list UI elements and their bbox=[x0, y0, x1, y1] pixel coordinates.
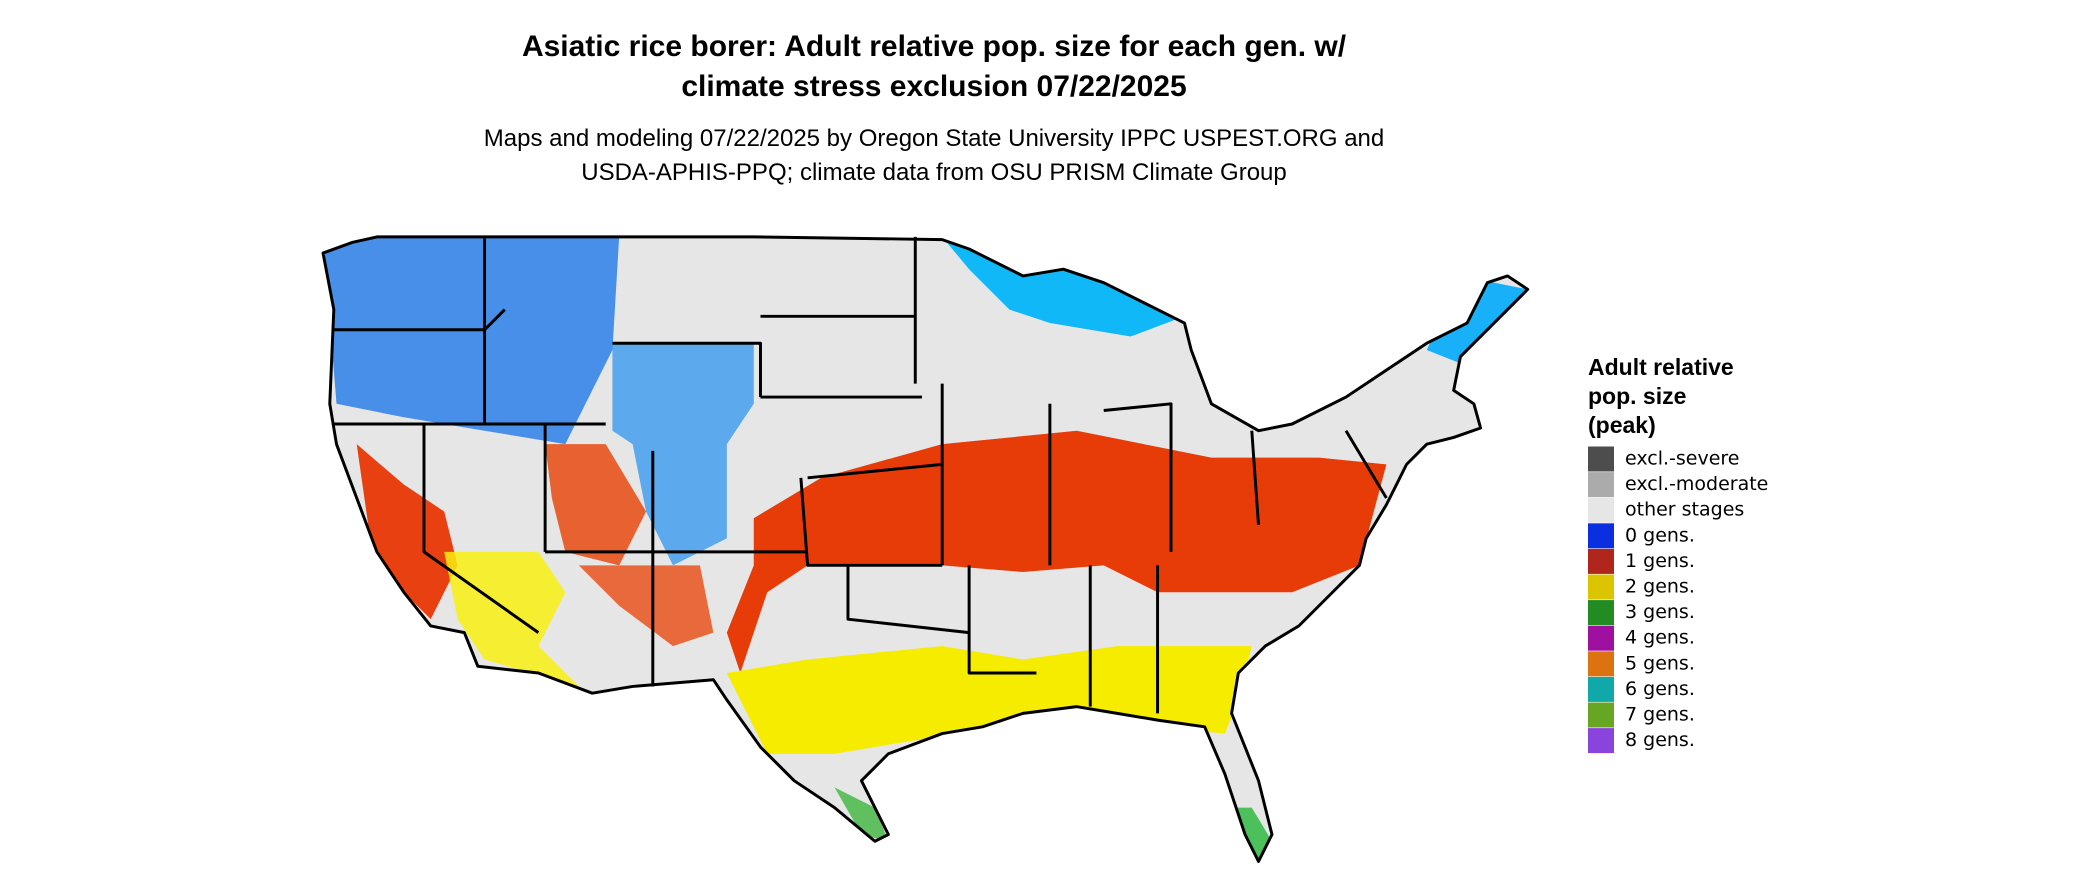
legend-swatch bbox=[1588, 625, 1614, 651]
legend-swatch bbox=[1588, 472, 1614, 498]
legend-label: 7 gens. bbox=[1625, 704, 1695, 726]
subtitle: USDA-APHIS-PPQ; climate data from OSU PR… bbox=[581, 159, 1287, 186]
subtitle: Maps and modeling 07/22/2025 by Oregon S… bbox=[484, 125, 1384, 152]
legend-swatch bbox=[1588, 676, 1614, 702]
legend-label: 2 gens. bbox=[1625, 576, 1695, 598]
legend-swatch bbox=[1588, 523, 1614, 549]
yellow-region bbox=[726, 646, 1252, 754]
legend-swatch bbox=[1588, 574, 1614, 600]
legend-swatch bbox=[1588, 600, 1614, 626]
blue-region bbox=[612, 343, 754, 566]
legend-label: 6 gens. bbox=[1625, 678, 1695, 700]
legend-swatch bbox=[1588, 548, 1614, 574]
legend-swatch bbox=[1588, 651, 1614, 677]
state-lines bbox=[333, 236, 1388, 714]
legend-label: 3 gens. bbox=[1625, 601, 1695, 623]
us-outline bbox=[321, 235, 1530, 863]
legend-label: 0 gens. bbox=[1625, 524, 1695, 546]
red-region bbox=[545, 444, 647, 566]
legend-swatch bbox=[1588, 702, 1614, 728]
legend-label: 8 gens. bbox=[1625, 729, 1695, 751]
blue-region bbox=[1426, 275, 1528, 364]
legend-label: excl.-moderate bbox=[1625, 473, 1768, 495]
legend-label: 1 gens. bbox=[1625, 550, 1695, 572]
legend-title: (peak) bbox=[1588, 412, 1656, 438]
green-region bbox=[834, 787, 889, 842]
legend-label: other stages bbox=[1625, 499, 1744, 521]
legend-label: 4 gens. bbox=[1625, 627, 1695, 649]
legend-label: excl.-severe bbox=[1625, 448, 1740, 470]
legend-label: 5 gens. bbox=[1625, 652, 1695, 674]
legend-swatch bbox=[1588, 497, 1614, 523]
legend-title: pop. size bbox=[1588, 383, 1686, 409]
red-region bbox=[356, 444, 458, 620]
red-region bbox=[726, 430, 1387, 673]
title: climate stress exclusion 07/22/2025 bbox=[681, 70, 1186, 103]
legend-title: Adult relative bbox=[1588, 354, 1734, 380]
legend-swatch bbox=[1588, 728, 1614, 754]
title: Asiatic rice borer: Adult relative pop. … bbox=[522, 30, 1347, 63]
legend: Adult relative pop. size (peak) excl.-se… bbox=[1588, 354, 1768, 754]
red-region bbox=[578, 565, 714, 647]
legend-swatch bbox=[1588, 446, 1614, 472]
blue-region bbox=[323, 236, 620, 445]
map bbox=[321, 235, 1530, 863]
